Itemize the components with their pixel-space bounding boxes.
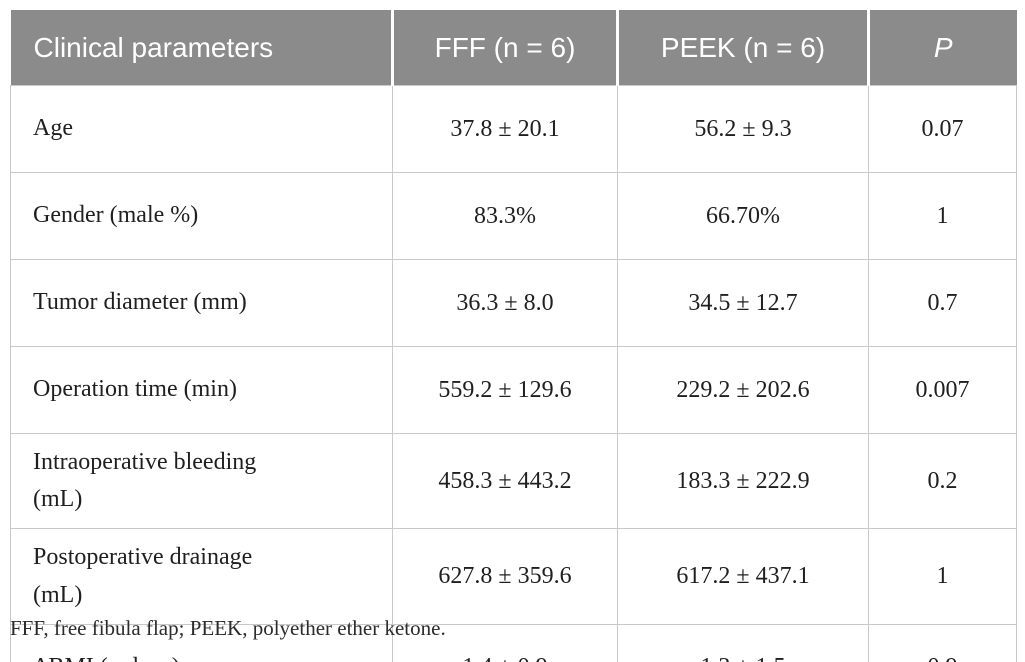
row-label: Intraoperative bleeding (mL) [10,432,393,530]
cell-peek-value: 617.2 ± 437.1 [617,528,869,625]
row-label: Gender (male %) [10,172,393,260]
table-footnote: FFF, free fibula flap; PEEK, polyether e… [10,616,446,640]
clinical-parameters-table: Clinical parameters FFF (n = 6) PEEK (n … [10,10,1017,662]
table-row: ΔBMI (reduce)1.4 ± 0.91.3 ± 1.50.9 [10,623,1017,662]
cell-peek-value: 183.3 ± 222.9 [617,432,869,530]
col-header-p-value: P [867,10,1017,86]
cell-p-value: 1 [868,528,1017,625]
table-header: Clinical parameters FFF (n = 6) PEEK (n … [10,10,1017,86]
cell-p-value: 0.9 [868,623,1017,662]
table-row: Operation time (min) 559.2 ± 129.6 229.2 ±… [10,346,1017,434]
cell-peek-value: 1.3 ± 1.5 [617,623,869,662]
cell-peek-value: 229.2 ± 202.6 [617,346,869,434]
table-row: Age 37.8 ± 20.1 56.2 ± 9.3 0.07 [10,85,1017,173]
row-label: Tumor diameter (mm) [10,259,393,347]
cell-p-value: 0.2 [868,432,1017,530]
cell-fff-value: 458.3 ± 443.2 [392,432,618,530]
header-row: Clinical parameters FFF (n = 6) PEEK (n … [10,10,1017,86]
table-row: Intraoperative bleeding (mL) 458.3 ± 443.… [10,432,1017,530]
cell-fff-value: 559.2 ± 129.6 [392,346,618,434]
table-body: Age 37.8 ± 20.1 56.2 ± 9.3 0.07 Gender (male… [10,85,1017,662]
cell-p-value: 1 [868,172,1017,260]
col-header-clinical-parameters: Clinical parameters [10,10,393,86]
col-header-peek: PEEK (n = 6) [616,10,869,86]
cell-fff-value: 83.3% [392,172,618,260]
table-row: Tumor diameter (mm) 36.3 ± 8.0 34.5 ± 12.7… [10,259,1017,347]
row-label: ΔBMI (reduce) [10,623,393,662]
cell-peek-value: 34.5 ± 12.7 [617,259,869,347]
col-header-fff: FFF (n = 6) [391,10,618,86]
cell-p-value: 0.007 [868,346,1017,434]
cell-p-value: 0.7 [868,259,1017,347]
cell-p-value: 0.07 [868,85,1017,173]
table-row: Postoperative drainage (mL) 627.8 ± 359.6… [10,528,1017,625]
cell-fff-value: 627.8 ± 359.6 [392,528,618,625]
row-label: Postoperative drainage (mL) [10,528,393,625]
row-label: Age [10,85,393,173]
cell-peek-value: 66.70% [617,172,869,260]
table-row: Gender (male %) 83.3% 66.70% 1 [10,172,1017,260]
cell-fff-value: 36.3 ± 8.0 [392,259,618,347]
row-label: Operation time (min) [10,346,393,434]
cell-peek-value: 56.2 ± 9.3 [617,85,869,173]
cell-fff-value: 37.8 ± 20.1 [392,85,618,173]
